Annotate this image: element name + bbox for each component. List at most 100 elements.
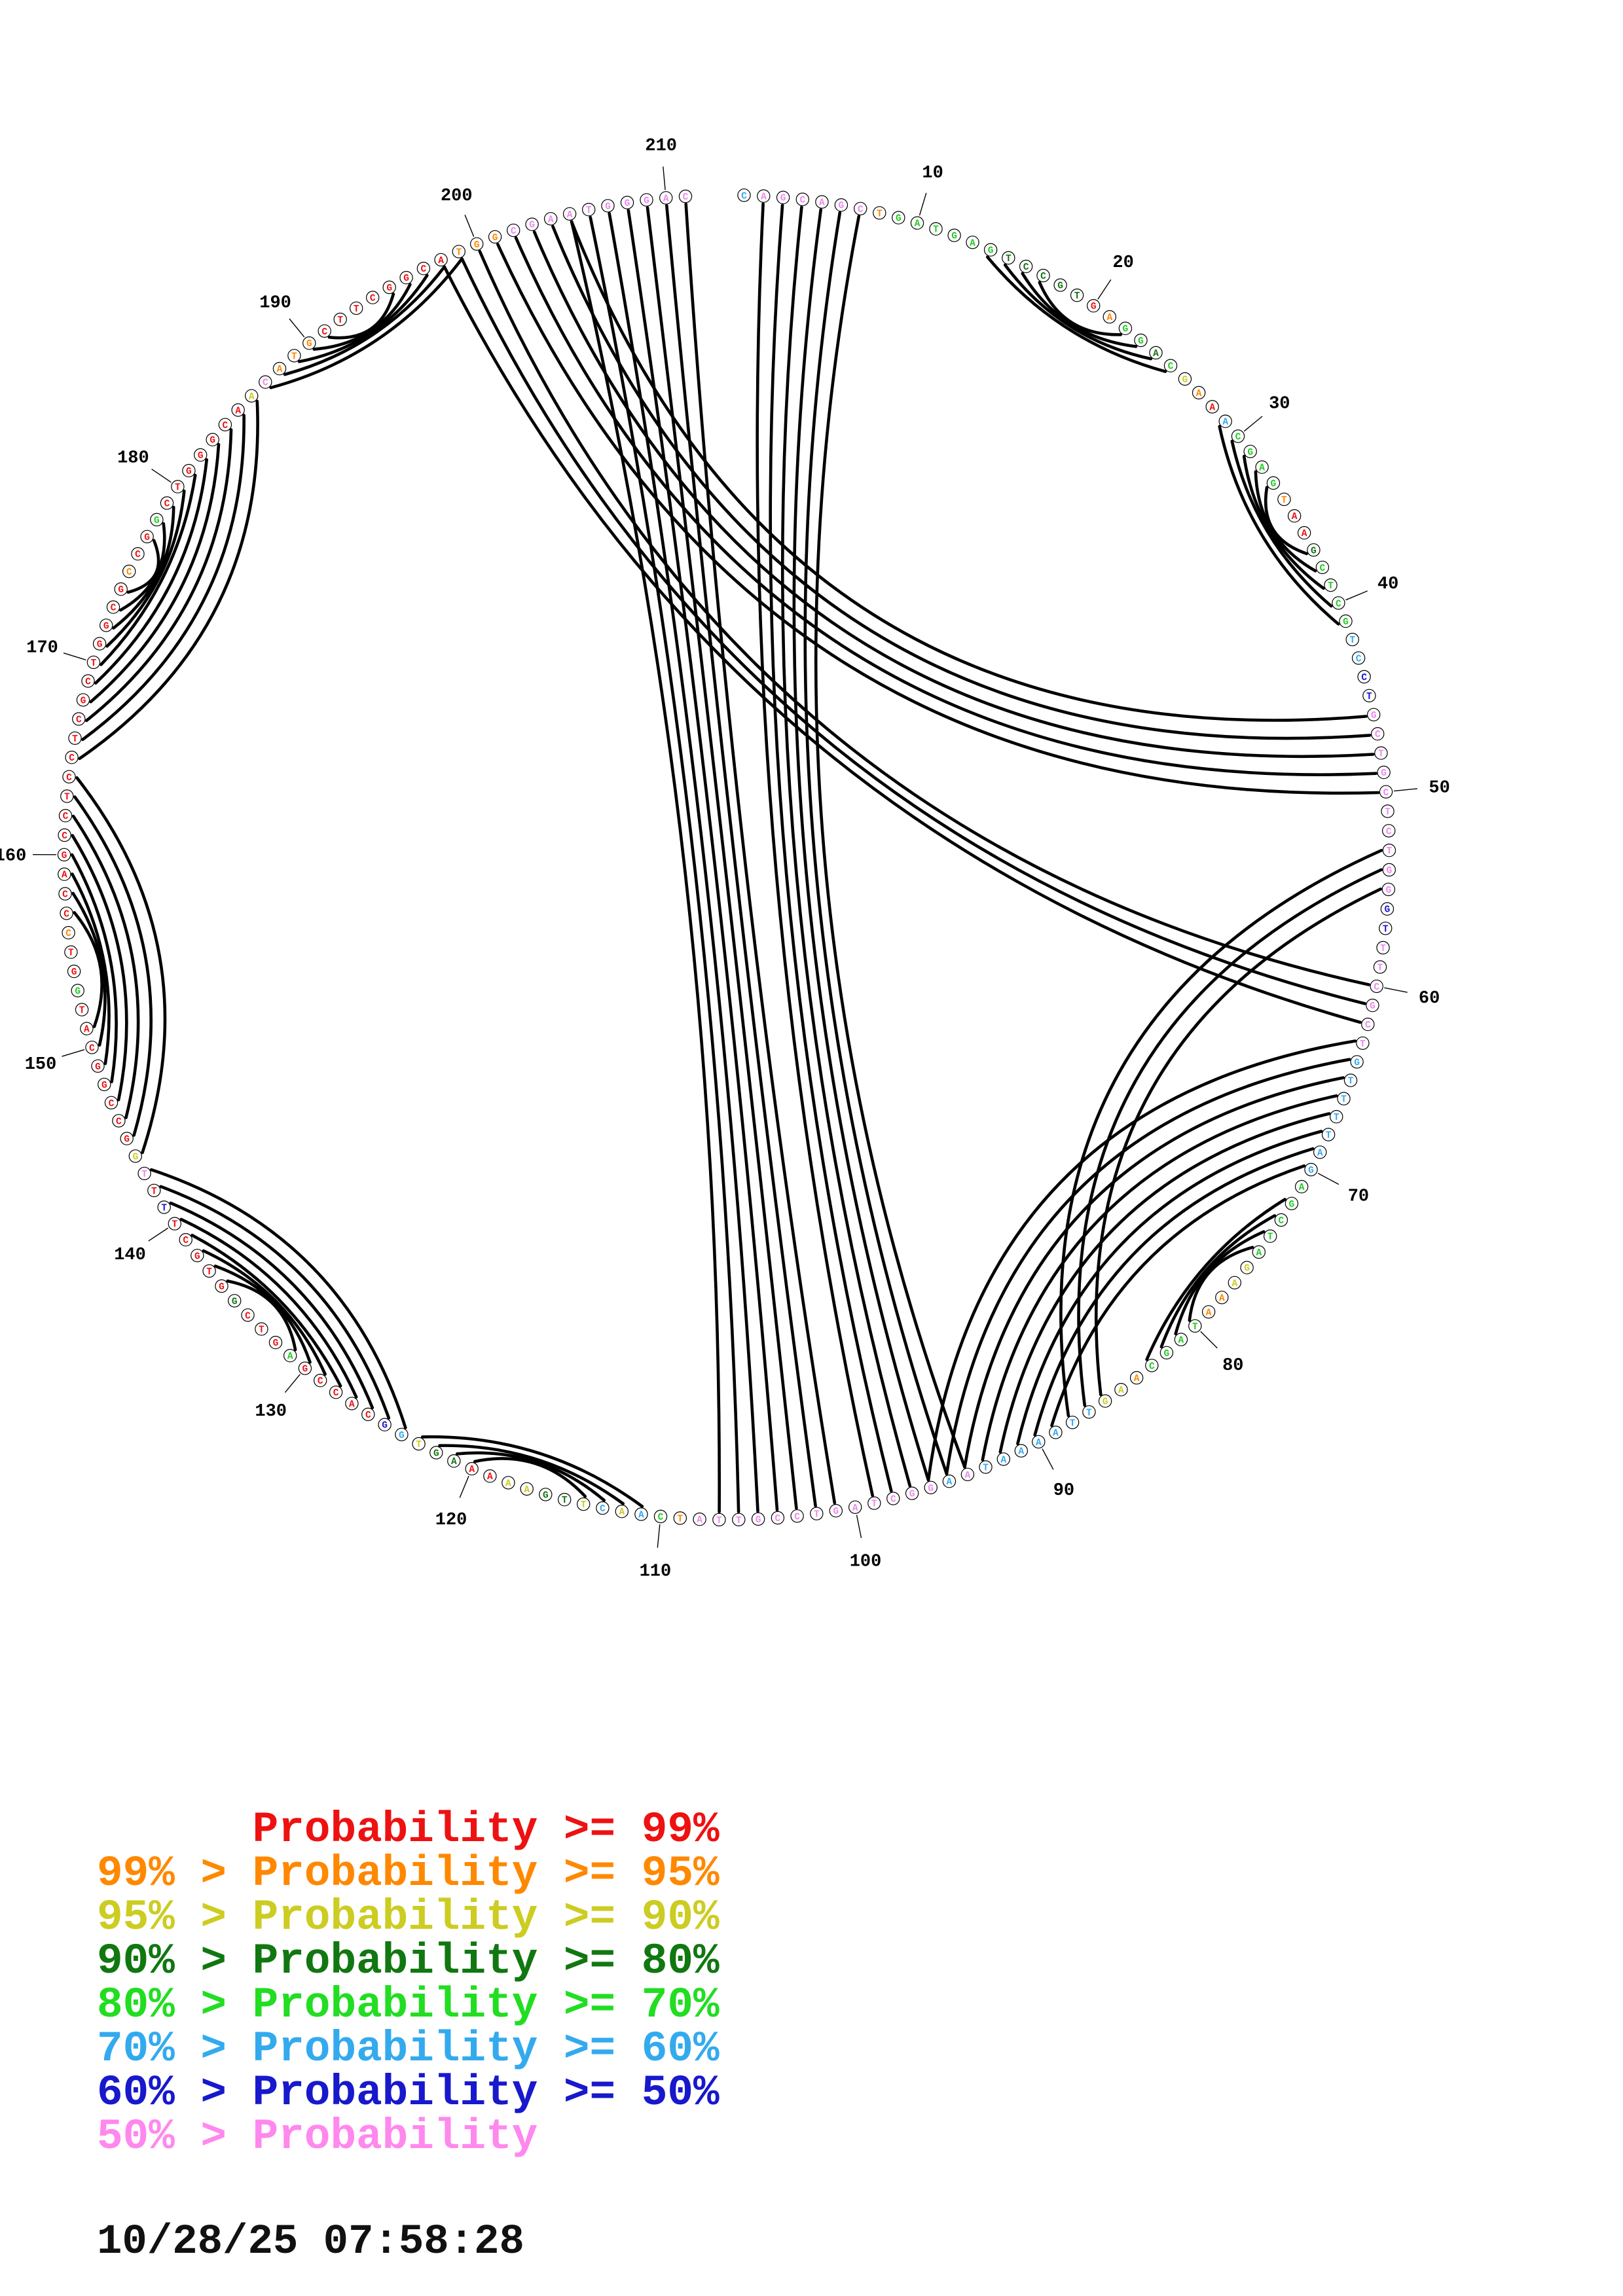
nucleotide-circle-19 <box>1070 288 1084 302</box>
nucleotide-circle-39 <box>1324 578 1338 592</box>
nucleotide-circle-6 <box>834 198 848 212</box>
nucleotide-letter-18: G <box>1057 281 1063 292</box>
nucleotide-letter-26: G <box>1182 375 1188 386</box>
nucleotide-circle-107 <box>712 1513 726 1527</box>
legend-line-8: 50% > Probability <box>97 2112 538 2161</box>
nucleotide-circle-65 <box>1343 1073 1358 1087</box>
nucleotide-circle-167 <box>72 712 86 726</box>
nucleotide-circle-48 <box>1374 746 1388 760</box>
nucleotide-circle-69 <box>1313 1145 1327 1159</box>
nucleotide-circle-85 <box>1114 1382 1128 1397</box>
nucleotide-letter-8: T <box>877 209 883 219</box>
pair-arc-189-197 <box>297 274 429 363</box>
legend-line-7: 60% > Probability >= 50% <box>97 2068 720 2117</box>
nucleotide-circle-5 <box>815 195 829 209</box>
nucleotide-letter-183: G <box>210 436 215 446</box>
nucleotide-letter-42: T <box>1349 636 1355 646</box>
nucleotide-circle-29 <box>1218 414 1232 428</box>
pair-arc-124-143 <box>149 1168 407 1429</box>
nucleotide-circle-37 <box>1307 543 1321 557</box>
nucleotide-circle-42 <box>1345 632 1359 647</box>
nucleotide-letter-39: T <box>1328 581 1334 592</box>
nucleotide-letter-154: G <box>71 967 77 978</box>
nucleotide-circle-194 <box>366 291 380 304</box>
nucleotide-letter-181: G <box>186 467 192 477</box>
nucleotide-letter-140: T <box>172 1220 177 1230</box>
nucleotide-letter-102: T <box>814 1510 820 1520</box>
nucleotide-letter-118: A <box>505 1479 511 1489</box>
pair-arc-211-101 <box>684 202 837 1505</box>
nucleotide-letter-16: C <box>1023 262 1029 273</box>
nucleotide-letter-48: T <box>1378 749 1384 760</box>
nucleotide-circle-17 <box>1036 268 1050 283</box>
position-label-60: 60 <box>1419 989 1440 1009</box>
pair-arc-72-83 <box>1145 1198 1286 1361</box>
position-label-200: 200 <box>441 187 473 206</box>
pair-arc-54-87 <box>1077 868 1383 1407</box>
nucleotide-circle-201 <box>488 230 502 244</box>
nucleotide-letter-68: T <box>1326 1131 1332 1141</box>
nucleotide-letter-179: C <box>164 499 170 510</box>
nucleotide-circle-31 <box>1243 444 1257 459</box>
pair-arc-172-179 <box>112 505 175 630</box>
nucleotide-letter-129: C <box>318 1376 323 1387</box>
nucleotide-letter-44: C <box>1361 673 1367 683</box>
nucleotide-letter-64: G <box>1354 1058 1360 1068</box>
nucleotide-circle-168 <box>76 693 90 707</box>
nucleotide-circle-110 <box>653 1509 668 1524</box>
nucleotide-circle-176 <box>131 547 145 561</box>
nucleotide-circle-23 <box>1134 333 1148 348</box>
nucleotide-letter-32: A <box>1259 463 1265 474</box>
nucleotide-circle-18 <box>1053 278 1067 292</box>
nucleotide-circle-15 <box>1002 251 1015 265</box>
nucleotide-letter-101: G <box>833 1507 839 1517</box>
nucleotide-letter-176: C <box>135 550 141 560</box>
nucleotide-letter-34: T <box>1281 495 1287 506</box>
pair-arc-112-122 <box>438 1444 625 1505</box>
nucleotide-letter-2: A <box>761 192 767 203</box>
nucleotide-letter-73: C <box>1279 1216 1285 1227</box>
nucleotide-letter-196: G <box>403 274 409 284</box>
pair-arc-131-136 <box>226 1279 297 1352</box>
nucleotide-circle-90 <box>1032 1435 1046 1449</box>
nucleotide-circle-44 <box>1357 670 1371 684</box>
nucleotide-letter-90: A <box>1036 1438 1042 1448</box>
position-tick-190 <box>289 318 305 338</box>
nucleotide-circle-195 <box>382 280 396 295</box>
pair-arc-6-95 <box>803 211 949 1476</box>
pair-arc-64-95 <box>945 1058 1351 1476</box>
nucleotide-circle-88 <box>1065 1416 1080 1429</box>
probability-legend: Probability >= 99% 99% > Probability >= 9… <box>97 1808 720 2159</box>
nucleotide-circle-55 <box>1381 882 1395 897</box>
nucleotide-circle-160 <box>57 848 71 862</box>
nucleotide-circle-8 <box>873 206 886 220</box>
nucleotide-circle-46 <box>1366 708 1381 722</box>
nucleotide-letter-63: T <box>1360 1039 1366 1050</box>
nucleotide-circle-163 <box>60 789 74 803</box>
nucleotide-circle-128 <box>329 1385 343 1399</box>
position-tick-90 <box>1042 1448 1054 1470</box>
nucleotide-letter-59: T <box>1377 963 1383 974</box>
pair-arc-150-158 <box>71 891 107 1047</box>
nucleotide-letter-41: G <box>1343 617 1349 628</box>
nucleotide-letter-112: A <box>619 1507 625 1518</box>
position-label-110: 110 <box>640 1562 672 1582</box>
nucleotide-letter-27: A <box>1196 389 1202 399</box>
position-label-10: 10 <box>922 164 943 183</box>
nucleotide-circle-146 <box>112 1114 126 1128</box>
nucleotide-circle-183 <box>206 433 219 446</box>
nucleotide-circle-77 <box>1228 1276 1242 1290</box>
nucleotide-circle-62 <box>1361 1017 1375 1031</box>
nucleotide-circle-210 <box>659 191 673 205</box>
nucleotide-letter-35: A <box>1292 512 1298 522</box>
nucleotide-letter-164: C <box>66 773 72 783</box>
pair-arc-17-22 <box>1038 281 1122 336</box>
pair-arc-70-89 <box>1050 1164 1306 1427</box>
nucleotide-letter-153: G <box>75 987 81 997</box>
nucleotide-letter-85: A <box>1118 1386 1124 1396</box>
nucleotide-letter-187: C <box>263 378 268 389</box>
nucleotide-letter-70: G <box>1308 1166 1314 1176</box>
pair-arc-166-185 <box>81 414 246 742</box>
nucleotide-circle-142 <box>147 1183 161 1198</box>
nucleotide-letter-51: T <box>1385 808 1391 818</box>
